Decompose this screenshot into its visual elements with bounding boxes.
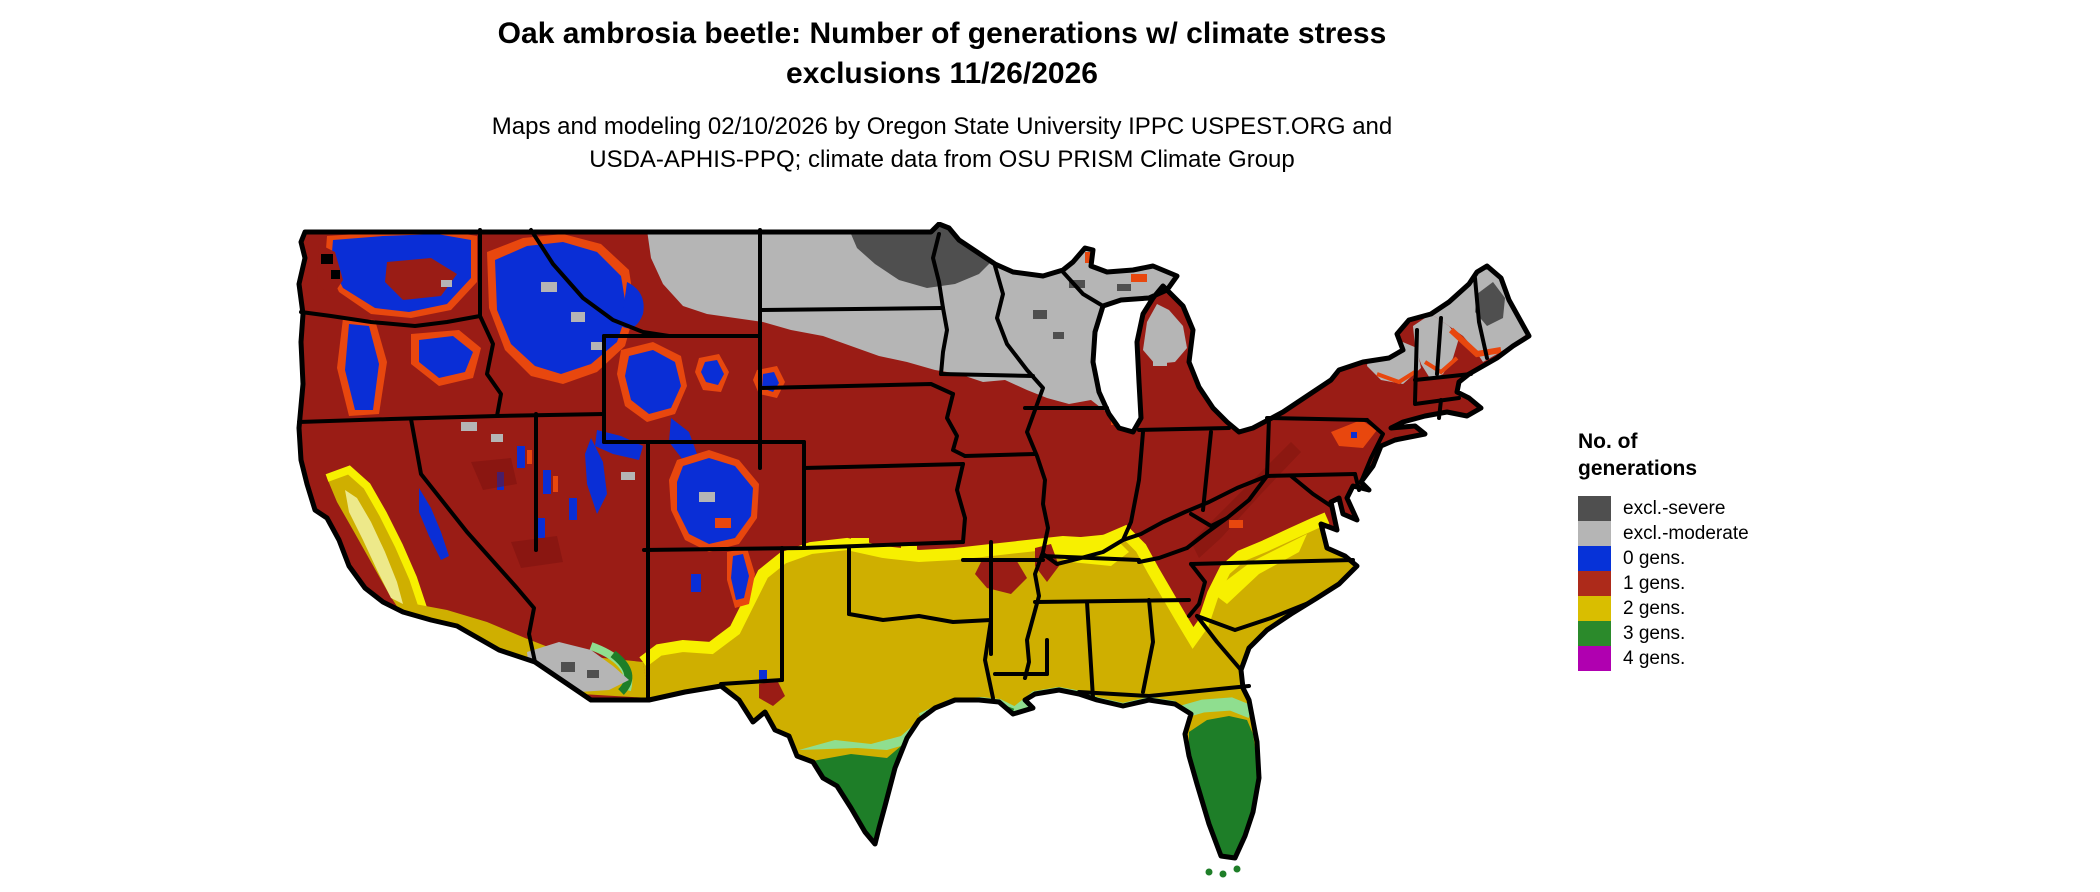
fringe-orange-nh [1423, 356, 1459, 375]
legend-swatch-excl-moderate [1578, 521, 1611, 546]
region-2gen-bright-speck [901, 546, 917, 554]
state-borders [297, 228, 1489, 700]
header: Oak ambrosia beetle: Number of generatio… [0, 14, 1884, 176]
region-0gen-catskills-dot [1351, 432, 1357, 438]
region-excl-moderate-north [647, 224, 1177, 414]
page-title-line2: exclusions 11/26/2026 [786, 57, 1098, 90]
region-excl-severe-speck [1033, 310, 1047, 319]
region-2gen-california-fringe [325, 465, 429, 627]
fringe-orange-maine-coast [1448, 327, 1502, 358]
legend-label-4-gens: 4 gens. [1623, 647, 1686, 669]
region-1gen-ozark-pocket [975, 558, 1027, 594]
legend-swatch-4-gens [1578, 646, 1611, 671]
region-0gen-yellowstone [625, 350, 681, 414]
fringe-orange-nv-tick [553, 476, 558, 492]
fringe-orange-wv [1229, 520, 1243, 528]
legend-swatch-2-gens [1578, 596, 1611, 621]
region-excl-moderate-speck-id [541, 282, 557, 292]
region-0gen-wind-river [669, 418, 697, 460]
fringe-orange-mackinac [1131, 274, 1147, 282]
shade-dark-red-great-basin [511, 536, 563, 568]
national-outline [296, 222, 1532, 861]
legend-swatch-1-gens [1578, 571, 1611, 596]
legend-title-line2: generations [1578, 457, 1698, 480]
region-1gen-columbia-basin [385, 258, 457, 300]
region-excl-severe-speck [1117, 284, 1131, 291]
region-0gen-mt-front [621, 282, 644, 329]
region-excl-moderate-speck-wa [441, 280, 452, 287]
region-0gen-wasatch [585, 438, 607, 514]
region-excl-severe-speck [1069, 280, 1085, 288]
region-2gen-bright-speck [851, 538, 869, 547]
region-3gen-ring-az [610, 650, 633, 695]
region-excl-moderate-speck-id [571, 312, 585, 322]
region-excl-moderate-mitten-streak [1153, 340, 1167, 366]
subtitle-line1: Maps and modeling 02/10/2026 by Oregon S… [491, 113, 1393, 140]
us-map [291, 222, 1541, 884]
region-0gen-nv-tick [537, 518, 545, 538]
legend-label-1-gens: 1 gens. [1623, 572, 1686, 594]
fringe-orange-keweenaw [1085, 252, 1093, 263]
legend-title: No. of generations [1578, 428, 1878, 482]
shade-dark-red-great-basin [471, 458, 517, 490]
legend-swatch-3-gens [1578, 621, 1611, 646]
legend-label-3-gens: 3 gens. [1623, 622, 1686, 644]
region-0gen-nm-west [691, 574, 701, 592]
region-0gen-nv-tick [543, 470, 551, 494]
region-0gen-blue-mtns [419, 336, 473, 378]
region-2gen-bright-piedmont [1211, 534, 1307, 604]
olympics-dark-mark [331, 270, 340, 279]
region-3gen-florida [1189, 716, 1259, 858]
legend-label-0-gens: 0 gens. [1623, 547, 1686, 569]
legend-item-4-gens: 4 gens. [1578, 646, 1878, 671]
fringe-orange-adirondacks [1376, 370, 1417, 385]
legend-item-0-gens: 0 gens. [1578, 546, 1878, 571]
legend-label-excl-severe: excl.-severe [1623, 497, 1726, 519]
region-3gen-light-texas [799, 722, 935, 750]
us-map-svg [296, 222, 1532, 878]
region-california-valley-core [345, 490, 403, 604]
region-excl-severe-maine [1475, 282, 1505, 326]
region-0gen-nv-tick [569, 498, 577, 520]
region-excl-severe-az-speck [561, 662, 575, 672]
region-0gen-uintas [595, 430, 643, 460]
region-excl-moderate-speck-co [699, 492, 715, 502]
region-excl-severe-speck [1053, 332, 1064, 339]
subtitle: Maps and modeling 02/10/2026 by Oregon S… [0, 110, 1884, 176]
map-legend: No. of generations excl.-severe excl.-mo… [1578, 428, 1878, 671]
region-excl-severe-az-speck [587, 670, 599, 678]
fringe-orange-nv-tick [527, 450, 532, 464]
florida-keys [1205, 865, 1241, 878]
legend-item-3-gens: 3 gens. [1578, 621, 1878, 646]
region-0gen-bighorn [701, 360, 724, 385]
region-excl-moderate-speck-ut [621, 472, 635, 480]
page-title-line1: Oak ambrosia beetle: Number of generatio… [497, 17, 1387, 50]
region-1gen-west-texas-pocket [759, 680, 785, 706]
fringe-orange-superior-dot [1019, 232, 1025, 236]
map-fill-layers [299, 224, 1529, 858]
fringe-orange-co-pocket [715, 518, 731, 528]
legend-swatch-excl-severe [1578, 496, 1611, 521]
legend-label-2-gens: 2 gens. [1623, 597, 1686, 619]
region-0gen-nv-tick [517, 446, 525, 468]
subtitle-line2: USDA-APHIS-PPQ; climate data from OSU PR… [589, 146, 1295, 173]
legend-title-line1: No. of [1578, 430, 1638, 453]
region-0gen-sangre [731, 554, 749, 600]
region-0gen-idaho [495, 242, 627, 374]
region-excl-moderate-speck-nv [491, 434, 503, 442]
region-excl-moderate-speck-id [591, 342, 603, 350]
region-0gen-guadalupe [759, 670, 767, 681]
region-0gen-or-cascades [345, 324, 379, 410]
legend-swatch-0-gens [1578, 546, 1611, 571]
legend-item-1-gens: 1 gens. [1578, 571, 1878, 596]
region-0gen-superior-dot [1011, 230, 1019, 235]
legend-item-excl-moderate: excl.-moderate [1578, 521, 1878, 546]
region-excl-moderate-speck-nv [461, 422, 477, 431]
region-0gen-sierra [419, 488, 449, 560]
legend-label-excl-moderate: excl.-moderate [1623, 522, 1749, 544]
olympics-dark-mark [321, 254, 333, 264]
legend-item-2-gens: 2 gens. [1578, 596, 1878, 621]
legend-item-excl-severe: excl.-severe [1578, 496, 1878, 521]
